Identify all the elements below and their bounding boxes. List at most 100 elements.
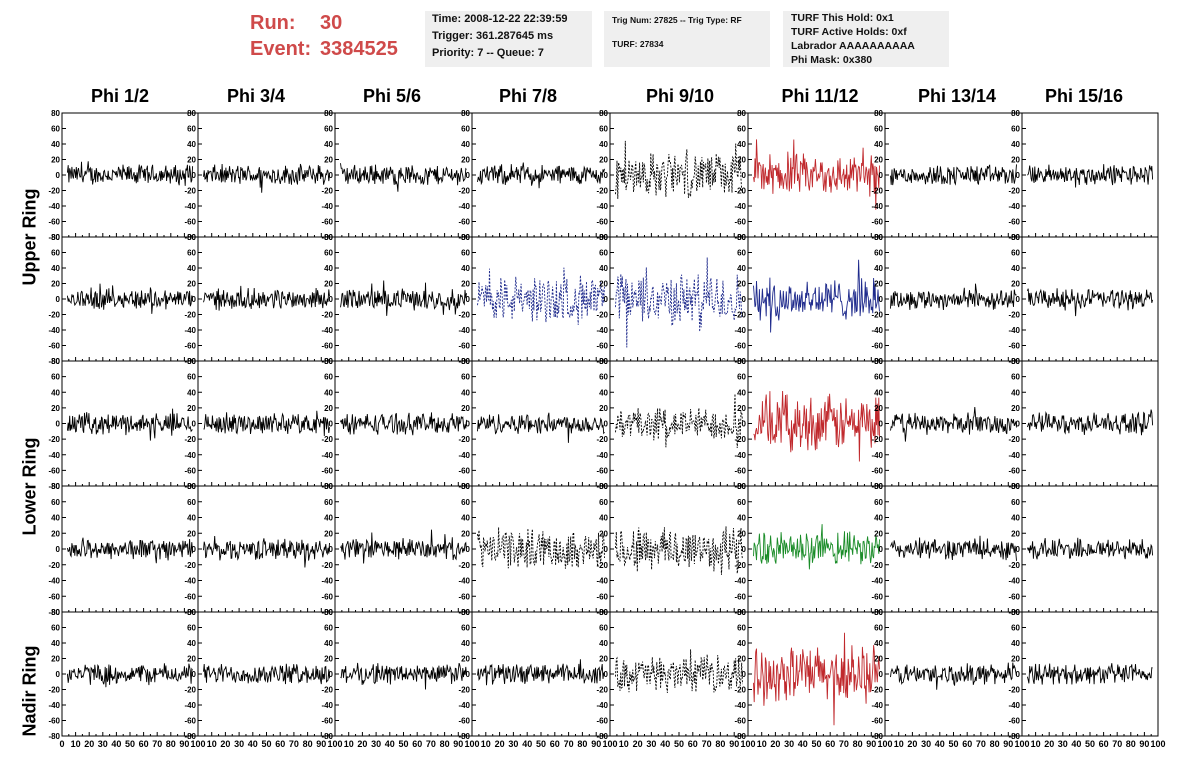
column-header-phi-5-6: Phi 5/6 xyxy=(362,86,422,106)
y-tick-label: -40 xyxy=(184,701,196,710)
x-tick-label: 30 xyxy=(1058,739,1068,749)
y-tick-label: 60 xyxy=(874,624,883,633)
waveform-trace xyxy=(66,663,193,688)
y-tick-label: 20 xyxy=(737,280,746,289)
y-tick-label: 40 xyxy=(324,264,333,273)
y-tick-label: 40 xyxy=(599,388,608,397)
x-tick-label: 40 xyxy=(522,739,532,749)
y-tick-label: -40 xyxy=(734,202,746,211)
x-tick-label: 70 xyxy=(426,739,436,749)
x-tick-label: 70 xyxy=(564,739,574,749)
waveform-trace xyxy=(753,139,880,210)
y-tick-label: -20 xyxy=(458,311,470,320)
time-trigger-panel: Time: 2008-12-22 22:39:59 Trigger: 361.2… xyxy=(425,11,592,67)
column-header-phi-1-2: Phi 1/2 xyxy=(90,86,150,106)
trig-num-panel: Trig Num: 27825 -- Trig Type: RF TURF: 2… xyxy=(604,11,770,67)
y-tick-label: 60 xyxy=(187,624,196,633)
y-tick-label: -20 xyxy=(734,561,746,570)
y-tick-label: -20 xyxy=(458,187,470,196)
y-tick-label: -40 xyxy=(1008,577,1020,586)
y-tick-label: 20 xyxy=(51,156,60,165)
x-tick-label: 30 xyxy=(646,739,656,749)
y-tick-label: 40 xyxy=(737,264,746,273)
y-tick-label: -60 xyxy=(871,466,883,475)
x-tick-label: 100 xyxy=(464,739,479,749)
y-tick-label: 80 xyxy=(187,233,196,242)
y-tick-label: 20 xyxy=(874,655,883,664)
y-tick-label: -20 xyxy=(48,435,60,444)
y-tick-label: -40 xyxy=(1008,202,1020,211)
x-tick-label: 100 xyxy=(740,739,755,749)
y-tick-label: -80 xyxy=(48,732,60,741)
y-tick-label: -60 xyxy=(596,342,608,351)
y-tick-label: 40 xyxy=(1011,388,1020,397)
y-tick-label: -60 xyxy=(734,717,746,726)
y-tick-label: -60 xyxy=(734,466,746,475)
x-tick-label: 20 xyxy=(907,739,917,749)
y-tick-label: -60 xyxy=(48,592,60,601)
column-header-phi-11-12: Phi 11/12 xyxy=(781,86,859,106)
y-tick-label: 20 xyxy=(324,655,333,664)
y-tick-label: -40 xyxy=(871,577,883,586)
y-tick-label: -20 xyxy=(48,311,60,320)
y-tick-label: 20 xyxy=(874,404,883,413)
y-tick-label: -60 xyxy=(48,342,60,351)
y-tick-label: -40 xyxy=(734,451,746,460)
y-tick-label: -40 xyxy=(1008,326,1020,335)
x-tick-label: 30 xyxy=(371,739,381,749)
y-tick-label: 80 xyxy=(461,608,470,617)
x-tick-label: 70 xyxy=(976,739,986,749)
x-tick-label: 0 xyxy=(59,739,64,749)
waveform-trace xyxy=(1026,537,1154,560)
x-tick-label: 90 xyxy=(1139,739,1149,749)
waveform-trace xyxy=(66,408,193,441)
y-tick-label: 20 xyxy=(187,655,196,664)
y-tick-label: 60 xyxy=(599,498,608,507)
y-tick-label: -20 xyxy=(458,561,470,570)
y-tick-label: 80 xyxy=(461,109,470,118)
y-tick-label: 40 xyxy=(1011,514,1020,523)
y-tick-label: 60 xyxy=(461,498,470,507)
y-tick-label: -40 xyxy=(321,326,333,335)
y-tick-label: 0 xyxy=(192,420,197,429)
y-tick-label: 80 xyxy=(324,233,333,242)
y-tick-label: -80 xyxy=(321,732,333,741)
y-tick-label: -20 xyxy=(458,686,470,695)
turf-active-holds-text: TURF Active Holds: 0xf xyxy=(791,26,907,38)
y-tick-label: 20 xyxy=(51,280,60,289)
x-tick-label: 10 xyxy=(894,739,904,749)
y-tick-label: 60 xyxy=(324,498,333,507)
y-tick-label: -60 xyxy=(458,717,470,726)
y-tick-label: 80 xyxy=(461,357,470,366)
phi-mask-text: Phi Mask: 0x380 xyxy=(791,54,873,66)
y-tick-label: -80 xyxy=(48,482,60,491)
y-tick-label: 60 xyxy=(874,125,883,134)
x-tick-label: 60 xyxy=(688,739,698,749)
y-tick-label: -20 xyxy=(596,686,608,695)
x-tick-label: 80 xyxy=(715,739,725,749)
y-tick-label: -60 xyxy=(48,717,60,726)
x-tick-label: 50 xyxy=(125,739,135,749)
y-tick-label: -20 xyxy=(184,311,196,320)
y-tick-label: 20 xyxy=(874,156,883,165)
y-tick-label: 80 xyxy=(51,482,60,491)
x-tick-label: 40 xyxy=(1071,739,1081,749)
y-tick-label: 80 xyxy=(1011,109,1020,118)
x-tick-label: 50 xyxy=(811,739,821,749)
y-tick-label: -40 xyxy=(596,701,608,710)
waveform-trace xyxy=(203,163,330,193)
x-tick-label: 20 xyxy=(633,739,643,749)
y-tick-label: 80 xyxy=(874,233,883,242)
y-tick-label: 80 xyxy=(324,357,333,366)
y-tick-label: 80 xyxy=(324,109,333,118)
y-tick-label: 0 xyxy=(879,545,884,554)
y-tick-label: -20 xyxy=(321,311,333,320)
y-tick-label: -80 xyxy=(458,732,470,741)
y-tick-label: 80 xyxy=(874,608,883,617)
turf-text: TURF: 27834 xyxy=(612,39,664,49)
y-tick-label: -20 xyxy=(734,187,746,196)
y-tick-label: -80 xyxy=(48,608,60,617)
x-tick-label: 10 xyxy=(71,739,81,749)
y-tick-label: -40 xyxy=(458,202,470,211)
y-tick-label: 60 xyxy=(737,249,746,258)
